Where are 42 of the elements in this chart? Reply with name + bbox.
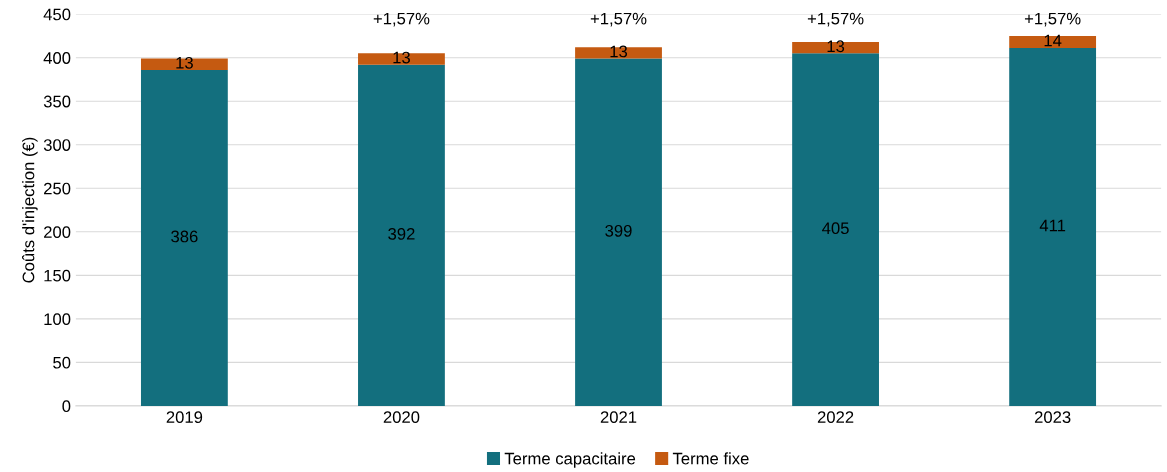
- bar: [792, 53, 879, 406]
- bar: [792, 42, 879, 54]
- y-tick-label: 450: [43, 8, 71, 21]
- annotation: +1,57%: [590, 12, 647, 27]
- legend-label: Terme capacitaire: [504, 452, 636, 468]
- x-tick-label: 2021: [600, 411, 637, 424]
- data-label: 13: [610, 45, 628, 58]
- bar: [140, 58, 228, 70]
- x-tick-label: 2019: [166, 411, 203, 424]
- y-tick-label: 300: [43, 139, 71, 151]
- y-tick-label: 150: [44, 269, 71, 282]
- bar: [140, 69, 228, 406]
- annotation: +1,57%: [373, 12, 430, 27]
- bar: [575, 47, 662, 59]
- bar: [1009, 48, 1097, 406]
- data-label: 405: [822, 222, 849, 235]
- data-label: 392: [388, 227, 415, 240]
- data-label: 13: [827, 40, 845, 53]
- data-label: 13: [393, 51, 410, 64]
- bar: [1009, 35, 1097, 49]
- x-tick-label: 2022: [817, 411, 854, 424]
- y-tick-label: 0: [62, 400, 71, 413]
- annotation: +1,57%: [807, 12, 864, 27]
- legend-label: Terme fixe: [672, 452, 749, 465]
- data-label: 14: [1044, 34, 1062, 47]
- bar: [358, 64, 445, 406]
- x-tick-label: 2023: [1034, 411, 1071, 424]
- data-label: 13: [176, 56, 193, 69]
- bar: [575, 58, 662, 406]
- y-axis-title: Coûts d'injection (€): [22, 137, 38, 283]
- y-tick-label: 200: [44, 226, 71, 239]
- data-label: 386: [171, 230, 198, 243]
- data-label: 399: [605, 224, 632, 237]
- annotation: +1,57%: [1024, 12, 1081, 27]
- x-tick-label: 2020: [383, 411, 420, 424]
- y-tick-label: 100: [44, 313, 71, 326]
- y-tick-label: 50: [53, 356, 71, 369]
- data-label: 411: [1039, 219, 1066, 232]
- bar: [358, 53, 445, 65]
- y-tick-label: 250: [44, 182, 71, 195]
- y-tick-label: 400: [43, 52, 71, 64]
- y-tick-label: 350: [43, 95, 71, 108]
